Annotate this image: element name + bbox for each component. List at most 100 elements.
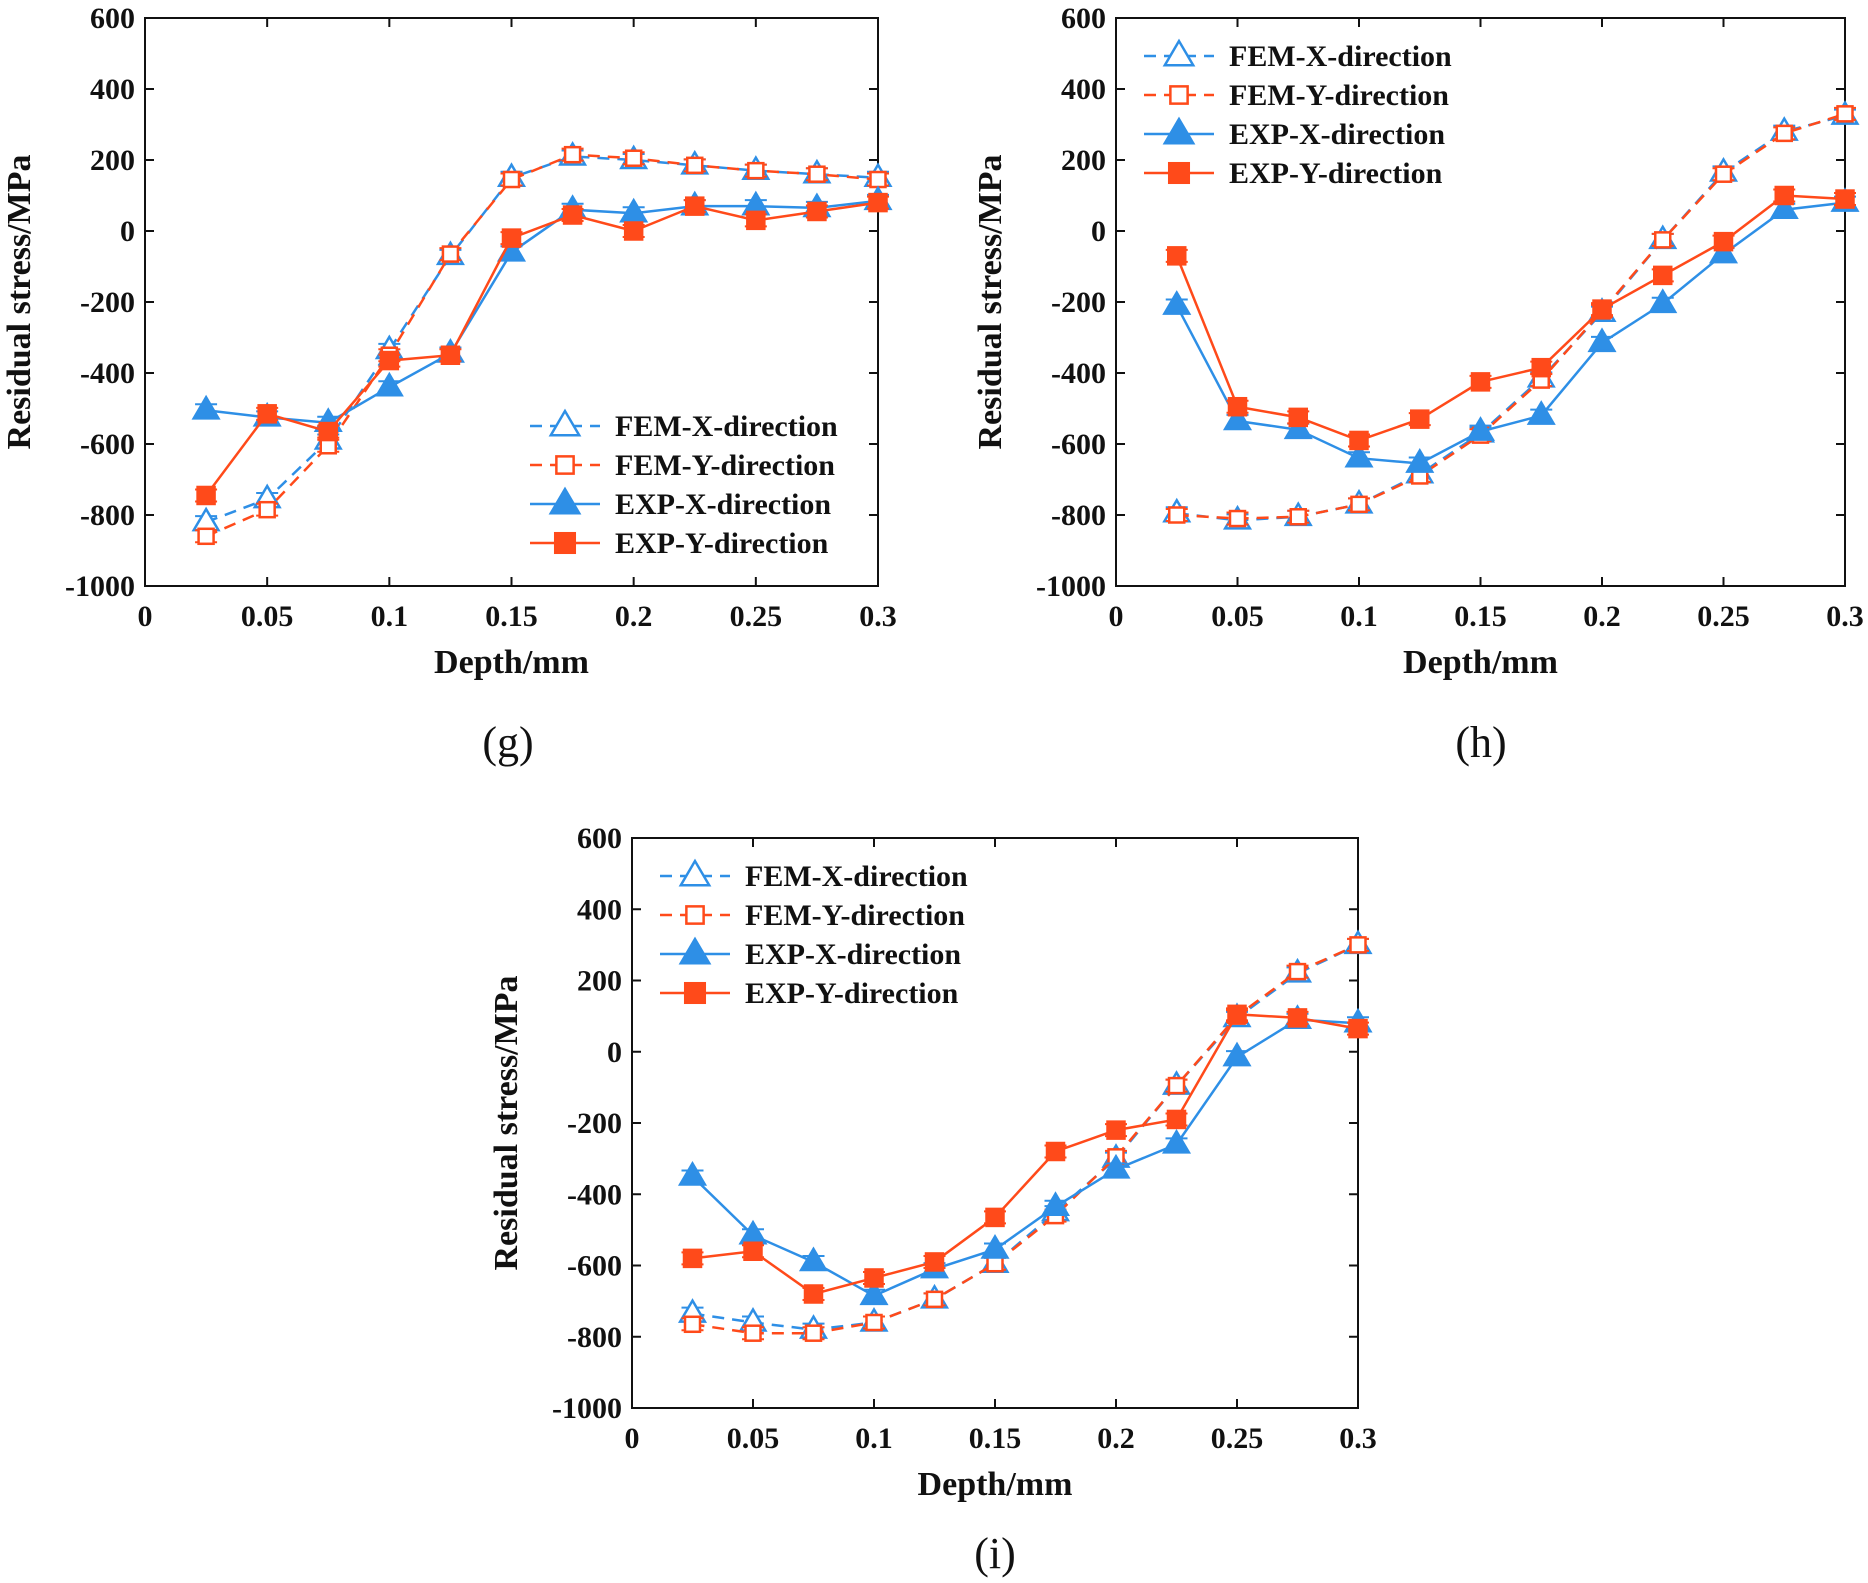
panel-g-series-exp-y-direction [195, 192, 889, 506]
panel-i-data-point-triangle-marker [1101, 1153, 1131, 1179]
panel-g-x-tick-label: 0.2 [615, 600, 653, 633]
panel-g-y-tick-label: -400 [80, 357, 135, 390]
panel-g-data-point-square-marker [686, 156, 704, 175]
panel-i-x-tick-label: 0.15 [969, 1422, 1022, 1455]
panel-i-data-point-square-marker [864, 1268, 884, 1288]
panel-h-data-point-square-marker [1227, 396, 1248, 417]
panel-i-legend-triangle-marker [678, 936, 712, 965]
panel-i-data-point-square-marker [683, 1315, 702, 1334]
panel-i-data-point-triangle-marker [1040, 1191, 1071, 1217]
panel-h-data-point-triangle-marker [1465, 416, 1496, 441]
panel-g-legend-triangle-marker [548, 408, 582, 437]
panel-g-y-tick-label: 200 [90, 144, 135, 177]
panel-i-y-tick-label: 400 [577, 893, 622, 926]
panel-i-x-tick-label: 0.3 [1339, 1422, 1377, 1455]
panel-h-data-point-square-marker [1775, 124, 1793, 143]
panel-i-y-tick-label: 200 [577, 965, 622, 998]
panel-i-series-line [692, 943, 1359, 1335]
panel-g-data-point-square-marker [441, 245, 460, 263]
panel-g-series-line [205, 199, 879, 424]
panel-i-legend-triangle-marker [678, 858, 712, 887]
panel-g-data-point-square-marker [318, 421, 338, 442]
panel-i-axes-box [631, 837, 1359, 1409]
panel-i-legend-label: EXP-X-direction [745, 938, 961, 971]
panel-h-y-tick-label: -400 [1051, 357, 1106, 390]
panel-i-data-point-square-marker [744, 1324, 762, 1342]
panel-h-data-point-triangle-marker [1344, 442, 1374, 468]
panel-i-x-axis-label: Depth/mm [918, 1466, 1073, 1503]
panel-h-x-tick-label: 0.25 [1697, 600, 1750, 633]
panel-g-y-tick-label: 0 [120, 215, 135, 248]
panel-h-x-tick-label: 0.2 [1583, 600, 1621, 633]
panel-h-data-point-square-marker [1470, 372, 1491, 392]
panel-h-data-point-triangle-marker [1587, 327, 1617, 353]
panel-h-y-tick-label: -1000 [1036, 570, 1106, 603]
panel-g-x-tick-label: 0 [138, 600, 153, 633]
panel-h-data-point-triangle-marker [1222, 405, 1253, 431]
panel-h-data-point-square-marker [1289, 508, 1307, 526]
panel-g-data-point-square-marker [623, 221, 644, 241]
panel-g-x-tick-label: 0.1 [371, 600, 409, 633]
panel-i-data-point-square-marker [1167, 1076, 1186, 1095]
panel-h-x-tick-label: 0.1 [1340, 600, 1378, 633]
panel-h-y-tick-label: 400 [1061, 73, 1106, 106]
panel-i-legend-label: EXP-Y-direction [745, 977, 959, 1010]
panel-g-x-tick-label: 0.05 [241, 600, 294, 633]
panel-i-y-tick-label: 600 [577, 822, 622, 855]
panel-h-data-point-triangle-marker [1648, 288, 1678, 314]
panel-h-data-point-square-marker [1713, 231, 1734, 252]
panel-i-y-tick-label: -400 [567, 1178, 622, 1211]
panel-g-y-axis-label: Residual stress/MPa [1, 155, 38, 450]
panel-g-y-tick-label: 600 [90, 2, 135, 35]
panel-g-data-point-square-marker [440, 345, 461, 365]
panel-g-data-point-square-marker [747, 161, 765, 180]
panel-h-series-line [1175, 201, 1846, 465]
panel-h-data-point-square-marker [1836, 105, 1854, 123]
panel-i-data-point-square-marker [804, 1324, 823, 1342]
panel-i-series-exp-y-direction [681, 1004, 1369, 1304]
panel-h: 0 0.05 0.1 0.15 0.2 0.25 0.3 600 400 200 0 -200 -400… [972, 2, 1864, 767]
panel-h-data-point-triangle-marker [1283, 414, 1313, 440]
panel-i-data-point-square-marker [985, 1207, 1005, 1228]
panel-g-legend-square-marker [555, 455, 575, 475]
panel-g-data-point-square-marker [868, 192, 888, 213]
panel-i-legend-square-marker [685, 905, 705, 925]
panel-h-data-point-square-marker [1167, 246, 1187, 266]
panel-h-data-point-square-marker [1774, 185, 1794, 206]
panel-g-y-tick-label: 400 [90, 73, 135, 106]
panel-g-data-point-square-marker [869, 170, 887, 189]
panel-i-data-point-square-marker [865, 1313, 883, 1332]
panel-h-legend-label: FEM-X-direction [1229, 40, 1452, 73]
panel-g-data-point-square-marker [808, 165, 826, 183]
panel-h-data-point-triangle-marker [1769, 194, 1799, 220]
panel-h-data-point-triangle-marker [1708, 238, 1739, 264]
panel-g-data-point-square-marker [258, 500, 276, 519]
panel-h-y-tick-label: -800 [1051, 499, 1106, 532]
panel-i-data-point-square-marker [743, 1241, 763, 1261]
panel-g-legend: FEM-X-direction FEM-Y-direction EXP-X-dire… [530, 408, 838, 560]
panel-i-legend-label: FEM-X-direction [745, 860, 968, 893]
panel-h-data-point-square-marker [1410, 409, 1430, 429]
panel-g-y-tick-label: -800 [80, 499, 135, 532]
panel-g-legend-triangle-marker [548, 486, 582, 515]
panel-h-data-point-square-marker [1531, 357, 1551, 378]
panel-g-x-axis-label: Depth/mm [434, 644, 589, 681]
panel-h-y-axis-label: Residual stress/MPa [972, 155, 1009, 450]
panel-g-legend-label: FEM-Y-direction [615, 449, 835, 482]
panel-g-data-point-square-marker [502, 170, 521, 189]
panel-h-data-point-square-marker [1349, 430, 1369, 451]
panel-i-y-tick-label: -1000 [552, 1392, 622, 1425]
panel-g-y-tick-label: -200 [80, 286, 135, 319]
panel-h-data-point-square-marker [1714, 165, 1733, 183]
panel-h-data-point-square-marker [1835, 189, 1855, 209]
panel-h-data-point-square-marker [1168, 506, 1186, 524]
panel-h-data-point-triangle-marker [1405, 448, 1435, 473]
panel-i-data-point-triangle-marker [798, 1246, 829, 1272]
panel-h-legend: FEM-X-direction FEM-Y-direction EXP-X-dire… [1144, 38, 1452, 190]
panel-i-x-tick-label: 0.25 [1211, 1422, 1264, 1455]
panel-h-x-tick-label: 0.15 [1454, 600, 1507, 633]
panel-g: 0 0.05 0.1 0.15 0.2 0.25 0.3 600 400 200 0 -200 -400… [1, 2, 897, 767]
panel-h-series-line [1176, 112, 1846, 520]
panel-g-series-line [205, 201, 879, 497]
panel-i: 0 0.05 0.1 0.15 0.2 0.25 0.3 600 400 200 0 -200 -400… [488, 822, 1377, 1578]
